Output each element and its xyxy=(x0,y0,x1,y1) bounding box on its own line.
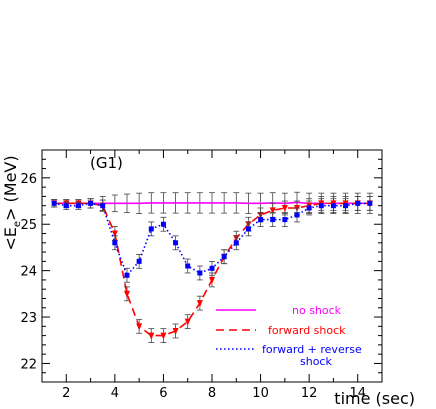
data-point xyxy=(51,200,57,206)
series-2 xyxy=(51,195,373,283)
data-point xyxy=(173,240,179,246)
data-point xyxy=(343,203,349,209)
axis-ticks xyxy=(41,149,383,382)
x-tick-labels: 2 4 6 8 10 12 14 xyxy=(62,386,366,401)
y-tick-label: 23 xyxy=(20,311,37,326)
y-tick-labels: 22 23 24 25 26 xyxy=(20,172,37,373)
data-point xyxy=(160,221,166,227)
data-point xyxy=(367,200,373,206)
data-point xyxy=(111,230,118,238)
y-tick-label: 24 xyxy=(20,265,37,280)
data-point xyxy=(63,203,69,209)
data-point xyxy=(221,254,227,260)
data-point xyxy=(196,300,203,308)
data-point xyxy=(148,226,154,232)
data-point xyxy=(355,200,361,206)
y-tick-label: 22 xyxy=(20,357,37,372)
data-point xyxy=(172,327,179,335)
y-axis-title-sub: e xyxy=(12,221,23,227)
data-point xyxy=(282,217,288,223)
data-point xyxy=(124,290,130,298)
data-point xyxy=(184,318,191,326)
data-point xyxy=(258,217,264,223)
y-tick-label: 25 xyxy=(20,218,37,233)
data-point xyxy=(281,205,288,212)
data-point xyxy=(124,272,130,278)
data-point xyxy=(306,205,312,211)
data-point xyxy=(160,332,167,340)
x-tick-label: 14 xyxy=(349,386,366,401)
data-point xyxy=(330,203,336,209)
legend-label-forward-reverse-shock-line2: shock xyxy=(300,355,332,368)
data-point xyxy=(318,203,324,209)
legend-label-no-shock: no shock xyxy=(292,304,342,317)
data-point xyxy=(88,200,94,206)
x-tick-label: 12 xyxy=(301,386,318,401)
data-point xyxy=(209,265,215,271)
data-point xyxy=(75,203,81,209)
data-point xyxy=(269,207,276,215)
x-tick-label: 4 xyxy=(111,386,119,401)
y-axis-title: <Ee> (MeV) xyxy=(1,155,23,250)
legend-label-forward-reverse-shock: forward + reverse xyxy=(262,343,362,356)
y-tick-label: 26 xyxy=(20,172,37,187)
data-point xyxy=(136,258,142,264)
x-tick-label: 8 xyxy=(208,386,216,401)
data-point xyxy=(197,270,203,276)
panel-label: (G1) xyxy=(90,154,123,172)
data-point xyxy=(112,240,118,246)
legend: no shock forward shock forward + reverse… xyxy=(216,304,362,368)
data-point xyxy=(270,217,276,223)
data-point xyxy=(209,276,215,284)
data-point xyxy=(136,323,143,331)
legend-label-forward-shock: forward shock xyxy=(268,324,346,337)
data-point xyxy=(245,226,251,232)
y-axis-title-main: <E xyxy=(1,227,20,251)
data-point xyxy=(185,263,191,269)
series-layer xyxy=(51,191,373,343)
data-point xyxy=(148,332,155,340)
x-tick-label: 6 xyxy=(159,386,167,401)
series-0 xyxy=(51,191,373,214)
x-tick-label: 10 xyxy=(252,386,269,401)
y-axis-title-tail: > (MeV) xyxy=(1,155,20,221)
data-point xyxy=(294,212,300,218)
x-axis-title: time (sec) xyxy=(334,389,415,408)
data-point xyxy=(100,203,106,209)
data-point xyxy=(233,240,239,246)
x-tick-label: 2 xyxy=(62,386,70,401)
